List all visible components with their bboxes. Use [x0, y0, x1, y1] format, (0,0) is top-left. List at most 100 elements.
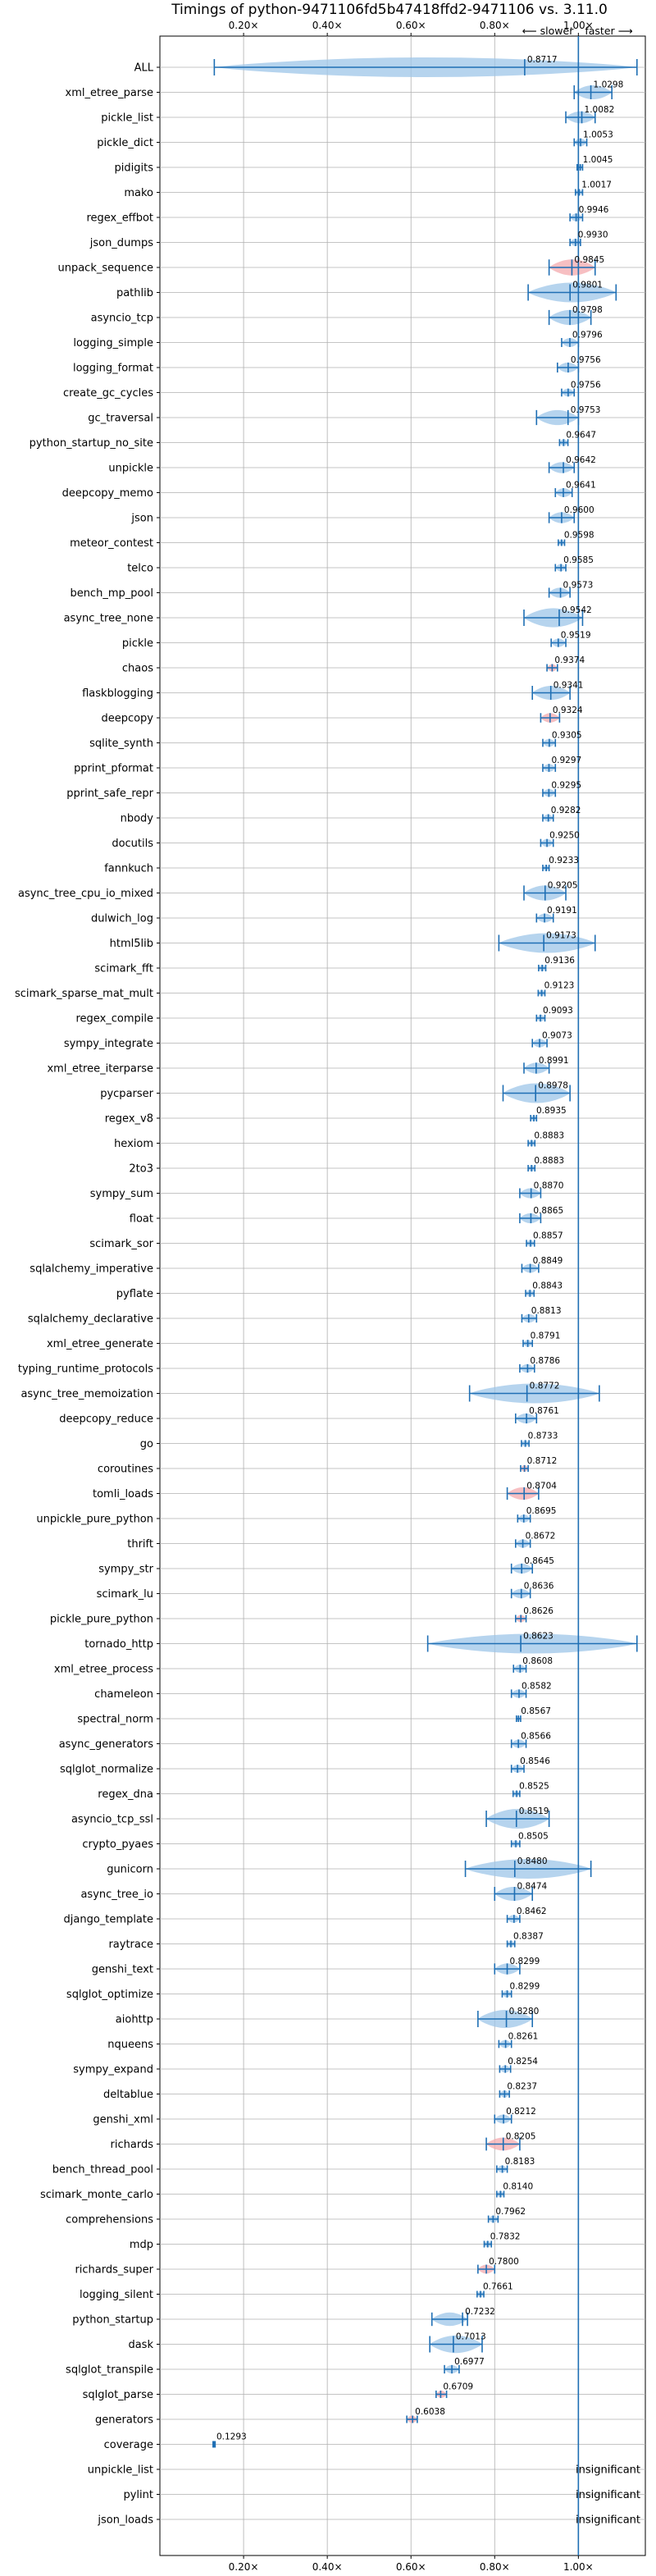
- median-value-label: 0.9598: [564, 531, 594, 541]
- median-value-label: 0.9233: [549, 856, 579, 866]
- benchmark-label: async_tree_io: [80, 1889, 153, 1901]
- x-tick-label-top: 0.80×: [480, 20, 510, 31]
- median-value-label: 0.8623: [523, 1632, 554, 1642]
- benchmark-label: mdp: [130, 2239, 153, 2251]
- x-tick-label-top: 0.60×: [396, 20, 426, 31]
- median-value-label: 0.8978: [538, 1081, 568, 1091]
- median-value-label: 0.8254: [508, 2057, 538, 2067]
- median-value-label: 0.9756: [571, 355, 601, 365]
- median-value-label: 0.8299: [510, 1957, 540, 1966]
- benchmark-label: sqlglot_optimize: [66, 1989, 153, 2001]
- benchmark-label: crypto_pyaes: [82, 1838, 153, 1851]
- benchmark-label: float: [130, 1213, 153, 1226]
- median-value-label: 0.9205: [548, 881, 578, 891]
- median-value-label: 0.8704: [526, 1482, 557, 1491]
- median-value-label: 0.9295: [551, 781, 581, 791]
- median-value-label: 0.8480: [517, 1857, 548, 1866]
- median-value-label: 0.1293: [216, 2432, 247, 2442]
- benchmark-label: json_loads: [97, 2514, 153, 2527]
- median-value-label: 0.9374: [554, 655, 585, 665]
- benchmark-label: tornado_http: [84, 1638, 153, 1651]
- benchmark-label: python_startup: [72, 2314, 153, 2327]
- median-value-label: 1.0053: [583, 130, 613, 140]
- median-value-label: 0.9801: [572, 281, 603, 290]
- median-value-label: 0.8883: [534, 1156, 564, 1166]
- benchmark-label: fannkuch: [104, 863, 153, 875]
- x-tick-label-top: 0.20×: [229, 20, 259, 31]
- median-value-label: 0.8813: [531, 1306, 562, 1316]
- median-value-label: 0.8636: [524, 1582, 554, 1592]
- faster-hint: faster ⟶: [585, 25, 632, 37]
- median-value-label: 0.9641: [566, 481, 596, 491]
- median-value-label: 0.9191: [547, 906, 577, 916]
- benchmark-label: telco: [127, 563, 153, 575]
- benchmark-label: raytrace: [108, 1939, 153, 1951]
- median-value-label: 0.9930: [578, 231, 608, 240]
- median-value-label: 0.8865: [533, 1206, 563, 1216]
- median-value-label: 0.7661: [483, 2282, 513, 2292]
- benchmark-label: unpickle_list: [88, 2464, 153, 2477]
- benchmark-label: asyncio_tcp: [91, 313, 153, 325]
- benchmark-label: bench_mp_pool: [70, 587, 153, 600]
- median-value-label: 0.8857: [533, 1231, 563, 1241]
- benchmark-label: sympy_integrate: [64, 1038, 153, 1050]
- benchmark-label: unpickle_pure_python: [36, 1514, 153, 1526]
- chart-title: Timings of python-9471106fd5b47418ffd2-9…: [171, 2, 608, 18]
- benchmark-label: pickle: [122, 637, 153, 650]
- insignificant-label: insignificant: [576, 2514, 640, 2527]
- median-value-label: 0.8519: [519, 1806, 549, 1816]
- labels: 0.20× 0.20× 0.40× 0.40× 0.60× 0.60× 0.80× 0.80×…: [15, 20, 640, 2573]
- violin-marks: [212, 36, 638, 2555]
- benchmark-label: bench_thread_pool: [52, 2164, 153, 2176]
- benchmark-label: pprint_safe_repr: [66, 788, 153, 800]
- median-value-label: 0.9123: [544, 981, 575, 991]
- benchmark-label: chaos: [122, 663, 153, 675]
- insignificant-label: insignificant: [576, 2489, 640, 2501]
- median-value-label: 0.8772: [530, 1382, 560, 1391]
- x-tick-label-bottom: 1.00×: [563, 2561, 594, 2573]
- benchmark-label: scimark_sparse_mat_mult: [15, 988, 153, 1000]
- median-value-label: 0.9573: [563, 581, 594, 591]
- median-value-label: 0.7013: [456, 2332, 486, 2342]
- x-tick-label-top: 0.40×: [312, 20, 343, 31]
- median-value-label: 0.8237: [507, 2082, 537, 2092]
- benchmark-label: scimark_fft: [94, 963, 153, 975]
- benchmark-label: unpack_sequence: [57, 263, 153, 275]
- benchmark-label: generators: [95, 2414, 153, 2427]
- benchmark-label: deepcopy_reduce: [59, 1414, 153, 1426]
- benchmark-label: pidigits: [115, 162, 154, 175]
- benchmark-label: xml_etree_generate: [47, 1338, 153, 1350]
- median-value-label: 1.0017: [581, 180, 612, 190]
- benchmark-label: create_gc_cycles: [63, 387, 153, 400]
- benchmark-label: xml_etree_parse: [66, 87, 153, 99]
- median-value-label: 0.6038: [415, 2407, 445, 2417]
- median-value-label: 0.9600: [564, 505, 594, 515]
- median-value-label: 0.8546: [520, 1756, 550, 1766]
- median-value-label: 0.8582: [522, 1682, 552, 1692]
- median-value-label: 1.0298: [594, 80, 624, 90]
- benchmark-label: sqlalchemy_declarative: [28, 1313, 153, 1326]
- benchmark-label: pickle_pure_python: [50, 1614, 153, 1626]
- benchmark-label: deepcopy_memo: [62, 487, 153, 500]
- benchmark-label: gc_traversal: [88, 413, 153, 425]
- median-value-label: 0.8843: [532, 1281, 563, 1291]
- benchmark-label: spectral_norm: [77, 1714, 153, 1726]
- median-value-label: 0.9073: [542, 1031, 572, 1041]
- median-value-label: 0.8505: [518, 1832, 549, 1842]
- benchmark-label: flaskblogging: [82, 687, 153, 700]
- x-tick-label-top: 1.00×: [563, 20, 594, 31]
- median-value-label: 0.9341: [554, 681, 584, 691]
- median-value-label: 0.7962: [495, 2207, 526, 2217]
- median-value-label: 0.9845: [574, 255, 604, 265]
- median-value-label: 0.8387: [513, 1932, 544, 1942]
- median-value-label: 0.6709: [443, 2382, 473, 2392]
- benchmark-label: meteor_contest: [70, 537, 153, 550]
- benchmark-label: sympy_str: [98, 1564, 153, 1576]
- benchmark-label: scimark_monte_carlo: [40, 2189, 153, 2201]
- median-value-label: 0.9542: [562, 605, 592, 615]
- benchmark-label: coverage: [104, 2439, 153, 2451]
- median-value-label: 0.8695: [526, 1506, 557, 1516]
- benchmark-label: sqlalchemy_imperative: [30, 1263, 153, 1276]
- slower-hint: ⟵ slower: [522, 25, 574, 37]
